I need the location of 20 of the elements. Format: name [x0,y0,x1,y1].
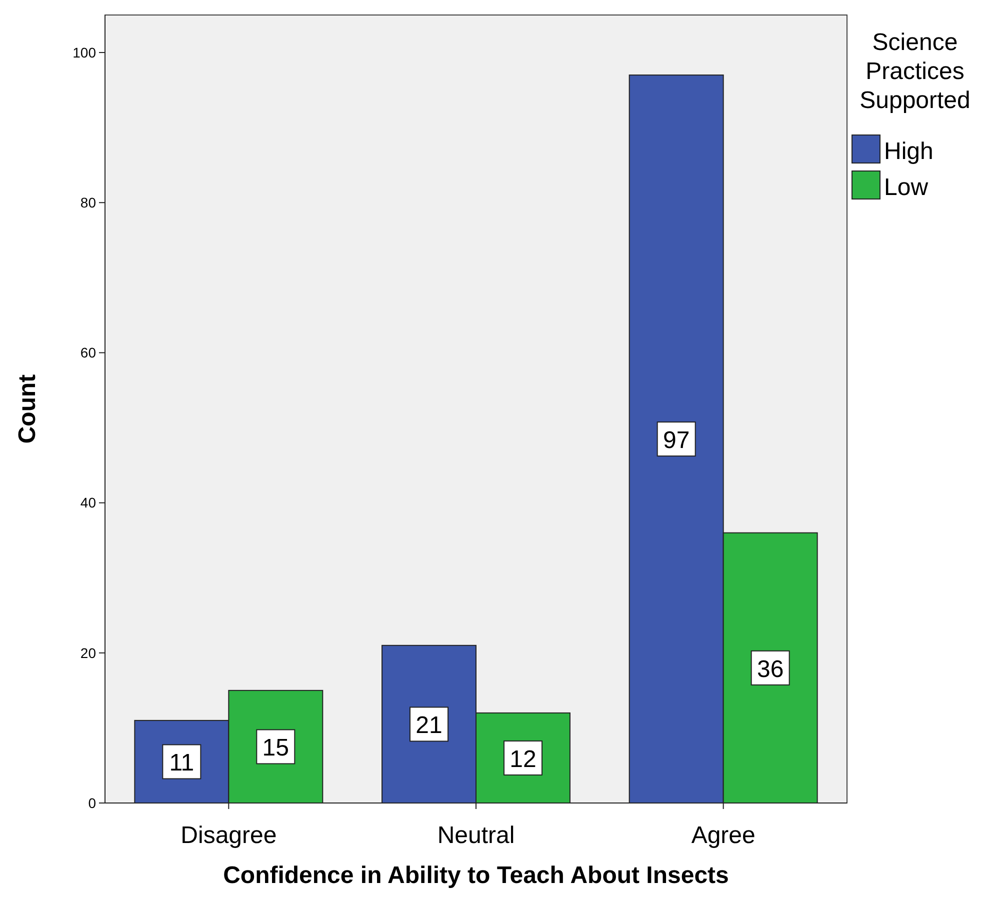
x-tick-label: Neutral [437,822,515,849]
data-label: 11 [169,750,194,777]
x-tick-label: Agree [691,822,756,849]
x-axis-title: Confidence in Ability to Teach About Insects [223,862,729,889]
data-label: 15 [262,734,290,762]
y-tick-label: 20 [80,644,96,661]
x-tick-label: Disagree [180,822,277,849]
y-tick-label: 100 [72,44,96,60]
data-label: 36 [756,656,784,683]
legend-title: Science Practices Supported [860,29,970,114]
y-tick-label: 0 [88,794,96,811]
legend-label: Low [884,174,929,201]
data-label: 12 [510,746,536,773]
y-tick-label: 40 [80,494,96,511]
y-axis-title: Count [14,374,41,444]
legend-label: High [884,138,934,165]
data-label: 97 [662,427,690,454]
y-tick-label: 80 [80,194,96,211]
y-tick-label: 60 [80,344,96,361]
data-label: 21 [416,712,442,740]
